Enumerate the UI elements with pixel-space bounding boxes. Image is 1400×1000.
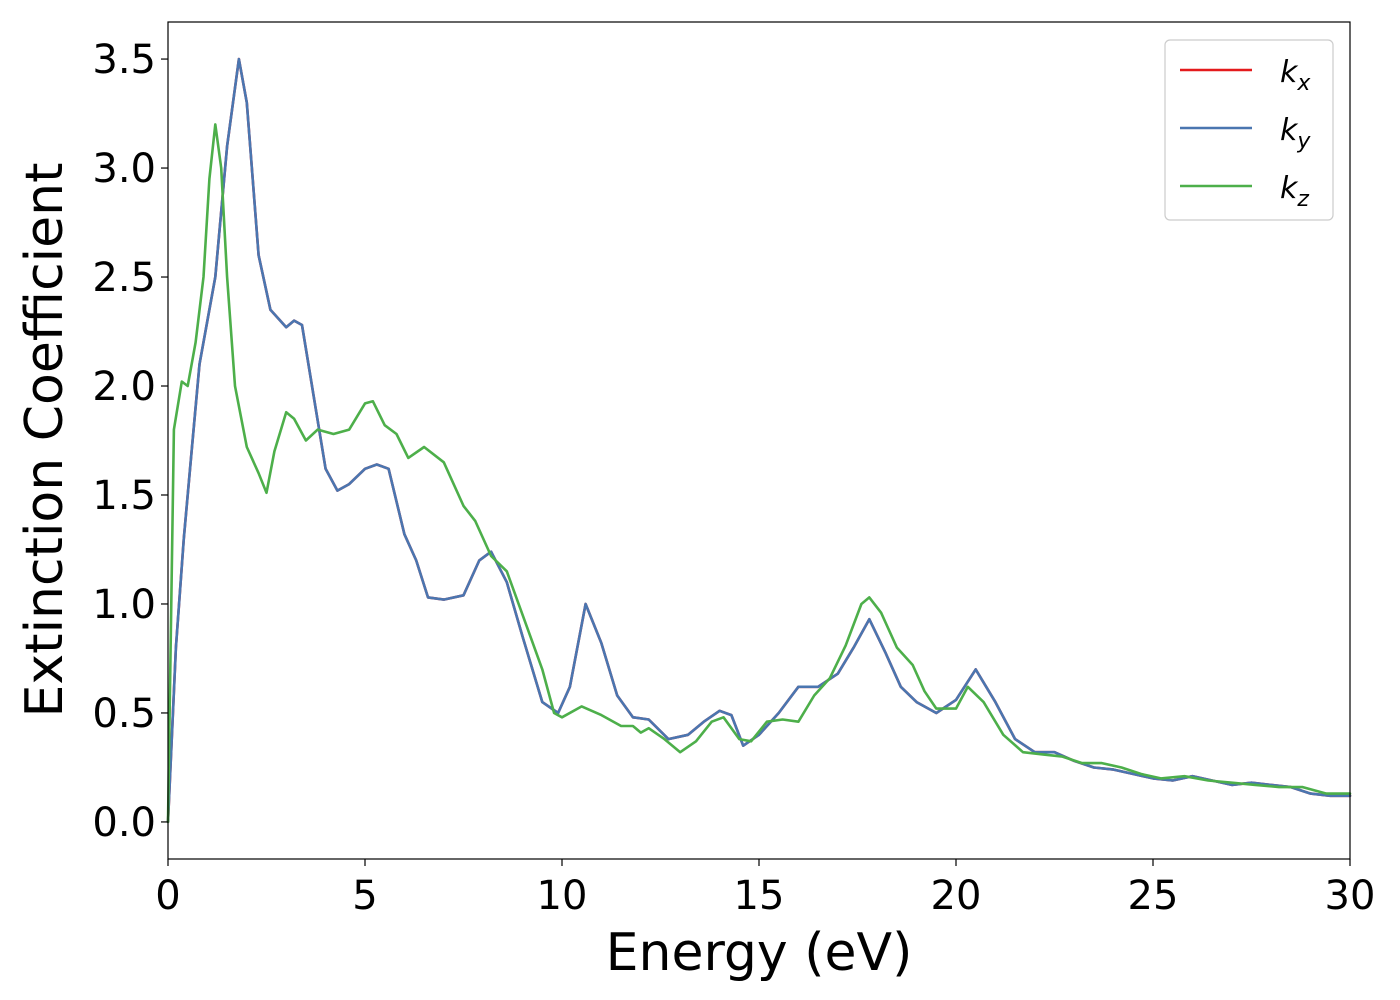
y-tick-label: 1.0: [92, 582, 156, 628]
x-tick-label: 5: [352, 873, 377, 919]
x-tick-label: 25: [1128, 873, 1179, 919]
x-tick-label: 20: [931, 873, 982, 919]
legend-box: [1164, 39, 1334, 221]
series-layer: [166, 57, 1352, 824]
y-tick-label: 3.5: [92, 37, 156, 83]
y-tick-label: 1.5: [92, 473, 156, 519]
legend-label-kx: kx: [1280, 55, 1311, 96]
x-tick-label: 0: [155, 873, 180, 919]
y-tick-label: 2.5: [92, 255, 156, 301]
series-line-kz: [166, 123, 1352, 824]
x-tick-label: 30: [1325, 873, 1376, 919]
x-axis-label: Energy (eV): [606, 923, 913, 983]
x-tick-label: 10: [537, 873, 588, 919]
legend-label-ky: ky: [1280, 113, 1311, 154]
y-axis-ticks: 0.0 0.5 1.0 1.5 2.0 2.5 3.0 3.5: [92, 37, 168, 846]
series-line-ky: [166, 57, 1352, 824]
y-tick-label: 0.5: [92, 691, 156, 737]
legend: kx ky kz: [1164, 39, 1334, 221]
x-axis-ticks: 0 5 10 15 20 25 30: [155, 859, 1375, 919]
y-tick-label: 3.0: [92, 146, 156, 192]
legend-label-kz: kz: [1280, 171, 1309, 212]
y-tick-label: 2.0: [92, 364, 156, 410]
y-tick-label: 0.0: [92, 800, 156, 846]
y-axis-label: Extinction Coefficient: [15, 163, 75, 718]
x-tick-label: 15: [734, 873, 785, 919]
